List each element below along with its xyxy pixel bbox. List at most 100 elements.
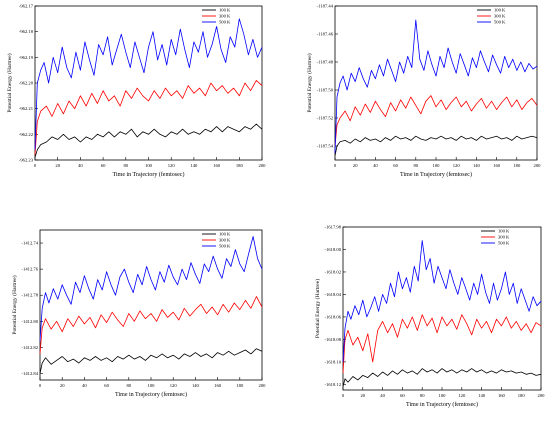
y-tick-label: -962.21 — [19, 106, 34, 111]
x-tick-label: 180 — [236, 383, 244, 388]
series-line-100k — [39, 348, 263, 374]
x-tick-label: 80 — [420, 393, 425, 398]
legend-label: 500 K — [219, 20, 231, 25]
chart-panel-bottom-left: 0 20 40 60 80 100 120 140 160 180 200 -1412.74 -1412… — [0, 210, 275, 417]
y-tick-label: -962.23 — [19, 158, 34, 163]
chart-panel-top-right: 0 20 40 60 80 100 120 140 160 180 200 -1187.44 -1187… — [275, 0, 550, 208]
x-tick-label: 0 — [334, 163, 337, 168]
x-tick-label: 100 — [148, 383, 156, 388]
x-tick-label: 120 — [168, 163, 176, 168]
y-tick-label: -962.17 — [19, 4, 34, 9]
series-line-500k — [34, 18, 263, 150]
x-tick-label: 140 — [190, 163, 198, 168]
y-tick-label: -962.18 — [19, 29, 34, 34]
x-tick-label: 160 — [493, 163, 501, 168]
y-tick-label: -962.22 — [19, 132, 34, 137]
chart-svg: 0 20 40 60 80 100 120 140 160 180 200 -1187.44 -1187… — [306, 4, 542, 179]
legend-label: 300 K — [494, 14, 506, 19]
series-line-300k — [39, 296, 263, 354]
series-line-500k — [39, 236, 263, 341]
y-tick-label: -962.20 — [19, 81, 34, 86]
y-tick-label: -1412.82 — [22, 345, 39, 350]
chart-svg: 0 20 40 60 80 100 120 140 160 180 200 -962.17 -962.1… — [6, 4, 267, 179]
x-tick-label: 80 — [127, 383, 132, 388]
legend-label: 500 K — [219, 244, 231, 249]
y-tick-label: -1412.76 — [22, 267, 39, 272]
x-tick-label: 60 — [101, 163, 106, 168]
x-tick-label: 180 — [513, 163, 521, 168]
series-line-300k — [34, 80, 263, 155]
series-line-100k — [334, 135, 538, 156]
x-tick-label: 60 — [400, 393, 405, 398]
y-tick-label: -1618.12 — [325, 382, 342, 387]
y-tick-label: -1187.48 — [317, 60, 334, 65]
x-tick-label: 20 — [60, 383, 65, 388]
y-axis-title: Potential Energy (Hartree) — [6, 53, 13, 112]
y-tick-label: -1618.00 — [325, 247, 342, 252]
x-tick-label: 80 — [124, 163, 129, 168]
legend-label: 100 K — [494, 8, 506, 13]
legend-label: 100 K — [219, 8, 231, 13]
series-line-300k — [334, 95, 538, 147]
plot-frame — [39, 229, 263, 381]
x-tick-label: 200 — [534, 163, 542, 168]
x-tick-label: 20 — [353, 163, 358, 168]
x-tick-label: 120 — [458, 393, 466, 398]
chart-panel-top-left: 0 20 40 60 80 100 120 140 160 180 200 -962.17 -962.1… — [0, 0, 275, 208]
x-tick-label: 200 — [259, 383, 267, 388]
x-tick-label: 20 — [55, 163, 60, 168]
y-tick-label: -1618.06 — [325, 314, 342, 319]
x-tick-label: 0 — [342, 393, 345, 398]
series-line-500k — [342, 240, 542, 362]
x-tick-label: 120 — [453, 163, 461, 168]
chart-svg: 0 20 40 60 80 100 120 140 160 180 200 -1412.74 -1412… — [11, 229, 267, 398]
y-tick-label: -1412.80 — [22, 319, 39, 324]
y-tick-label: -1412.84 — [22, 371, 39, 376]
y-tick-label: -1412.74 — [22, 241, 39, 246]
x-tick-label: 140 — [192, 383, 200, 388]
x-tick-label: 100 — [439, 393, 447, 398]
series-line-500k — [334, 19, 538, 154]
x-tick-label: 20 — [361, 393, 366, 398]
x-tick-label: 180 — [518, 393, 526, 398]
x-tick-label: 100 — [145, 163, 153, 168]
x-tick-label: 160 — [214, 383, 222, 388]
legend-label: 300 K — [498, 235, 510, 240]
y-tick-label: -1618.02 — [325, 269, 342, 274]
series-line-300k — [342, 314, 542, 374]
y-tick-label: -1187.54 — [317, 144, 334, 149]
plot-frame — [342, 226, 542, 391]
x-tick-label: 140 — [478, 393, 486, 398]
y-axis-title: Potential Energy (Hartree) — [11, 275, 18, 334]
x-axis-title: Time in Trajectory (femtosec) — [400, 171, 472, 178]
legend-label: 300 K — [219, 14, 231, 19]
y-tick-label: -1618.10 — [325, 359, 342, 364]
x-tick-label: 40 — [78, 163, 83, 168]
x-tick-label: 0 — [34, 163, 37, 168]
series-line-100k — [342, 368, 542, 387]
y-tick-label: -1187.44 — [317, 4, 334, 9]
plot-frame — [34, 5, 263, 161]
x-tick-label: 40 — [380, 393, 385, 398]
x-tick-label: 40 — [82, 383, 87, 388]
series-line-100k — [34, 123, 263, 158]
y-axis-title: Potential Energy (Hartree) — [306, 53, 313, 112]
x-tick-label: 140 — [473, 163, 481, 168]
chart-svg: 0 20 40 60 80 100 120 140 160 180 200 -1617.98 -1618… — [314, 225, 545, 409]
x-tick-label: 180 — [236, 163, 244, 168]
x-axis-title: Time in Trajectory (femtosec) — [115, 391, 187, 398]
x-tick-label: 0 — [39, 383, 42, 388]
legend-label: 100 K — [219, 232, 231, 237]
y-tick-label: -1617.98 — [325, 225, 342, 230]
y-tick-label: -1412.78 — [22, 293, 39, 298]
y-tick-label: -1618.08 — [325, 337, 342, 342]
x-tick-label: 200 — [259, 163, 267, 168]
x-tick-label: 60 — [393, 163, 398, 168]
x-tick-label: 160 — [498, 393, 506, 398]
y-tick-label: -1187.46 — [317, 32, 334, 37]
y-tick-label: -1187.52 — [317, 116, 334, 121]
x-tick-label: 120 — [170, 383, 178, 388]
y-axis-title: Potential Energy (Hartree) — [314, 279, 321, 338]
y-tick-label: -1618.04 — [325, 292, 342, 297]
legend-label: 300 K — [219, 238, 231, 243]
